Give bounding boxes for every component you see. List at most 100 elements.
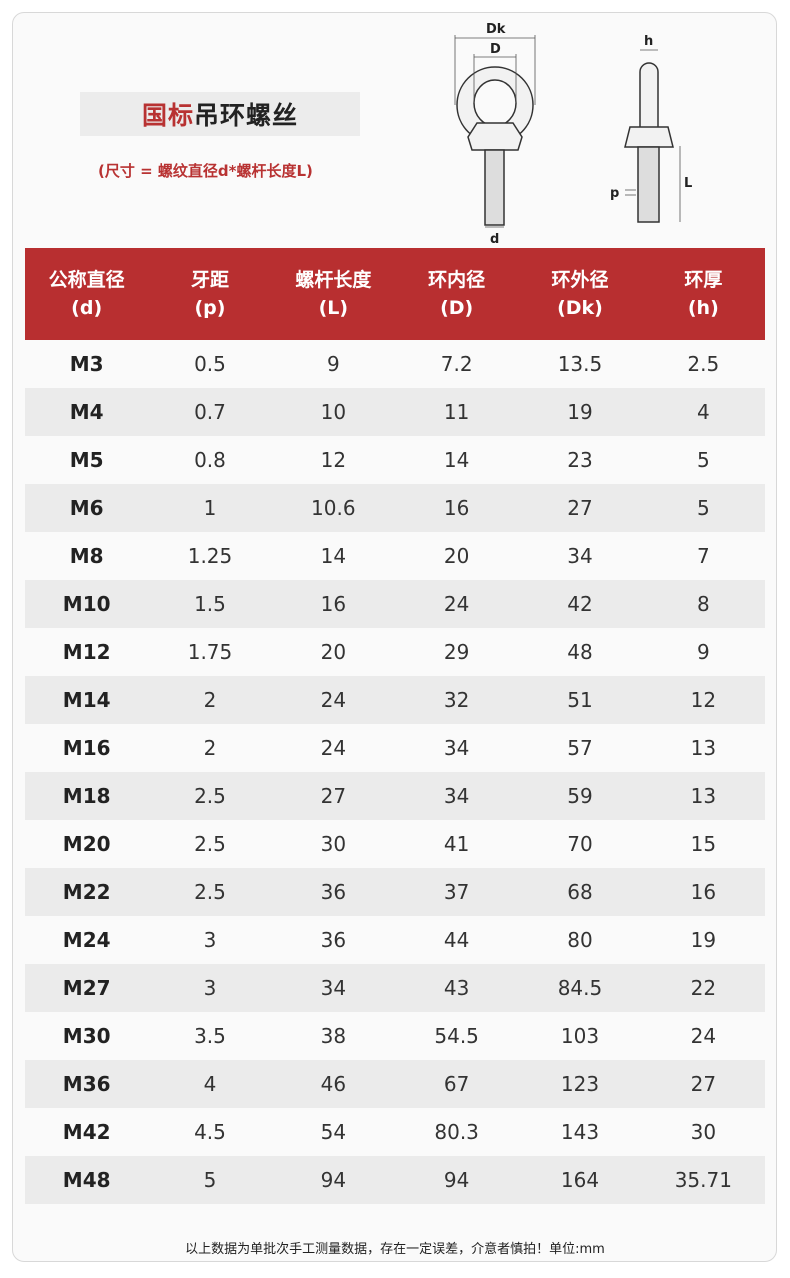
nominal-size-cell: M27 bbox=[25, 964, 149, 1012]
nominal-size-cell: M5 bbox=[25, 436, 149, 484]
table-row: M24 3 36 44 80 19 bbox=[25, 916, 765, 964]
table-cell: 0.8 bbox=[148, 436, 272, 484]
table-cell: 29 bbox=[394, 628, 519, 676]
table-cell: 38 bbox=[271, 1012, 395, 1060]
footer-note: 以上数据为单批次手工测量数据，存在一定误差，介意者慎拍！单位:mm bbox=[185, 1242, 605, 1257]
size-formula: (尺寸 = 螺纹直径d*螺杆长度L) bbox=[98, 162, 313, 180]
nominal-size-cell: M18 bbox=[25, 772, 149, 820]
table-cell: 67 bbox=[394, 1060, 519, 1108]
nominal-size-cell: M10 bbox=[25, 580, 149, 628]
table-cell: 94 bbox=[394, 1156, 519, 1204]
page-title: 国标 吊环螺丝 bbox=[80, 92, 360, 136]
table-cell: 3 bbox=[148, 916, 272, 964]
table-row: M4 0.7 10 11 19 4 bbox=[25, 388, 765, 436]
table-cell: 2.5 bbox=[148, 868, 272, 916]
nominal-size-cell: M24 bbox=[25, 916, 149, 964]
table-row: M14 2 24 32 51 12 bbox=[25, 676, 765, 724]
column-header-name: 环外径 bbox=[551, 269, 609, 291]
table-cell: 5 bbox=[148, 1156, 272, 1204]
nominal-size-cell: M30 bbox=[25, 1012, 149, 1060]
nominal-size-cell: M20 bbox=[25, 820, 149, 868]
table-row: M3 0.5 9 7.2 13.5 2.5 bbox=[25, 340, 765, 388]
table-cell: 11 bbox=[394, 388, 519, 436]
table-cell: 80.3 bbox=[394, 1108, 519, 1156]
column-header: 公称直径 (d) bbox=[25, 248, 149, 340]
nominal-size-cell: M14 bbox=[25, 676, 149, 724]
table-row: M16 2 24 34 57 13 bbox=[25, 724, 765, 772]
table-cell: 4.5 bbox=[148, 1108, 272, 1156]
nominal-size-cell: M12 bbox=[25, 628, 149, 676]
table-cell: 36 bbox=[271, 868, 395, 916]
table-cell: 1.5 bbox=[148, 580, 272, 628]
table-cell: 9 bbox=[271, 340, 395, 388]
table-row: M10 1.5 16 24 42 8 bbox=[25, 580, 765, 628]
table-cell: 2 bbox=[148, 676, 272, 724]
nominal-size-cell: M36 bbox=[25, 1060, 149, 1108]
table-cell: 20 bbox=[271, 628, 395, 676]
table-cell: 24 bbox=[271, 724, 395, 772]
column-header: 螺杆长度 (L) bbox=[271, 248, 395, 340]
table-cell: 35.71 bbox=[641, 1156, 765, 1204]
table-row: M36 4 46 67 123 27 bbox=[25, 1060, 765, 1108]
table-row: M8 1.25 14 20 34 7 bbox=[25, 532, 765, 580]
column-header-symbol: (p) bbox=[194, 297, 226, 319]
table-header-row: 公称直径 (d) 牙距 (p) 螺杆长度 (L) 环内径 (D) 环外径 (Dk) 环厚 (h) bbox=[25, 248, 765, 340]
table-cell: 164 bbox=[518, 1156, 642, 1204]
table-cell: 80 bbox=[518, 916, 642, 964]
table-cell: 16 bbox=[641, 868, 765, 916]
table-cell: 27 bbox=[271, 772, 395, 820]
table-row: M48 5 94 94 164 35.71 bbox=[25, 1156, 765, 1204]
table-cell: 84.5 bbox=[518, 964, 642, 1012]
table-cell: 1.75 bbox=[148, 628, 272, 676]
table-cell: 9 bbox=[641, 628, 765, 676]
table-row: M5 0.8 12 14 23 5 bbox=[25, 436, 765, 484]
nominal-size-cell: M8 bbox=[25, 532, 149, 580]
label-D: D bbox=[490, 42, 501, 57]
table-row: M20 2.5 30 41 70 15 bbox=[25, 820, 765, 868]
table-cell: 2.5 bbox=[641, 340, 765, 388]
column-header-name: 牙距 bbox=[190, 269, 229, 291]
table-cell: 57 bbox=[518, 724, 642, 772]
table-cell: 43 bbox=[394, 964, 519, 1012]
table-cell: 41 bbox=[394, 820, 519, 868]
table-body: M3 0.5 9 7.2 13.5 2.5 M4 0.7 10 11 19 4 M5 0.8 12 14 23 5… bbox=[25, 340, 765, 1204]
table-cell: 68 bbox=[518, 868, 642, 916]
column-header: 环厚 (h) bbox=[641, 248, 765, 340]
table-cell: 3 bbox=[148, 964, 272, 1012]
nominal-size-cell: M6 bbox=[25, 484, 149, 532]
table-cell: 7 bbox=[641, 532, 765, 580]
table-row: M42 4.5 54 80.3 143 30 bbox=[25, 1108, 765, 1156]
column-header-name: 螺杆长度 bbox=[295, 269, 372, 291]
table-cell: 13 bbox=[641, 724, 765, 772]
column-header: 牙距 (p) bbox=[148, 248, 272, 340]
table-cell: 10 bbox=[271, 388, 395, 436]
table-cell: 22 bbox=[641, 964, 765, 1012]
table-cell: 19 bbox=[518, 388, 642, 436]
column-header-symbol: (L) bbox=[318, 297, 349, 319]
table-cell: 13 bbox=[641, 772, 765, 820]
table-cell: 16 bbox=[394, 484, 519, 532]
table-cell: 27 bbox=[518, 484, 642, 532]
table-cell: 27 bbox=[641, 1060, 765, 1108]
column-header-symbol: (Dk) bbox=[557, 297, 603, 319]
table-cell: 44 bbox=[394, 916, 519, 964]
table-cell: 46 bbox=[271, 1060, 395, 1108]
table-cell: 16 bbox=[271, 580, 395, 628]
column-header-symbol: (D) bbox=[440, 297, 474, 319]
table-cell: 0.7 bbox=[148, 388, 272, 436]
nominal-size-cell: M4 bbox=[25, 388, 149, 436]
table-cell: 36 bbox=[271, 916, 395, 964]
table-cell: 143 bbox=[518, 1108, 642, 1156]
table-row: M27 3 34 43 84.5 22 bbox=[25, 964, 765, 1012]
table-cell: 1 bbox=[148, 484, 272, 532]
eye-bolt-diagram: Dk D d h L p bbox=[454, 22, 692, 245]
column-header-name: 环内径 bbox=[428, 269, 486, 291]
table-cell: 103 bbox=[518, 1012, 642, 1060]
table-cell: 123 bbox=[518, 1060, 642, 1108]
table-cell: 24 bbox=[394, 580, 519, 628]
table-cell: 30 bbox=[641, 1108, 765, 1156]
spec-table: 公称直径 (d) 牙距 (p) 螺杆长度 (L) 环内径 (D) 环外径 (Dk) 环厚 (h) M3… bbox=[25, 248, 765, 1204]
table-cell: 94 bbox=[271, 1156, 395, 1204]
label-dk: Dk bbox=[486, 22, 506, 37]
nominal-size-cell: M16 bbox=[25, 724, 149, 772]
